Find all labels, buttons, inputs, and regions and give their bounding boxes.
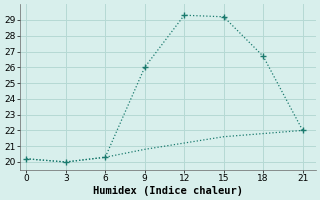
X-axis label: Humidex (Indice chaleur): Humidex (Indice chaleur) — [93, 186, 243, 196]
